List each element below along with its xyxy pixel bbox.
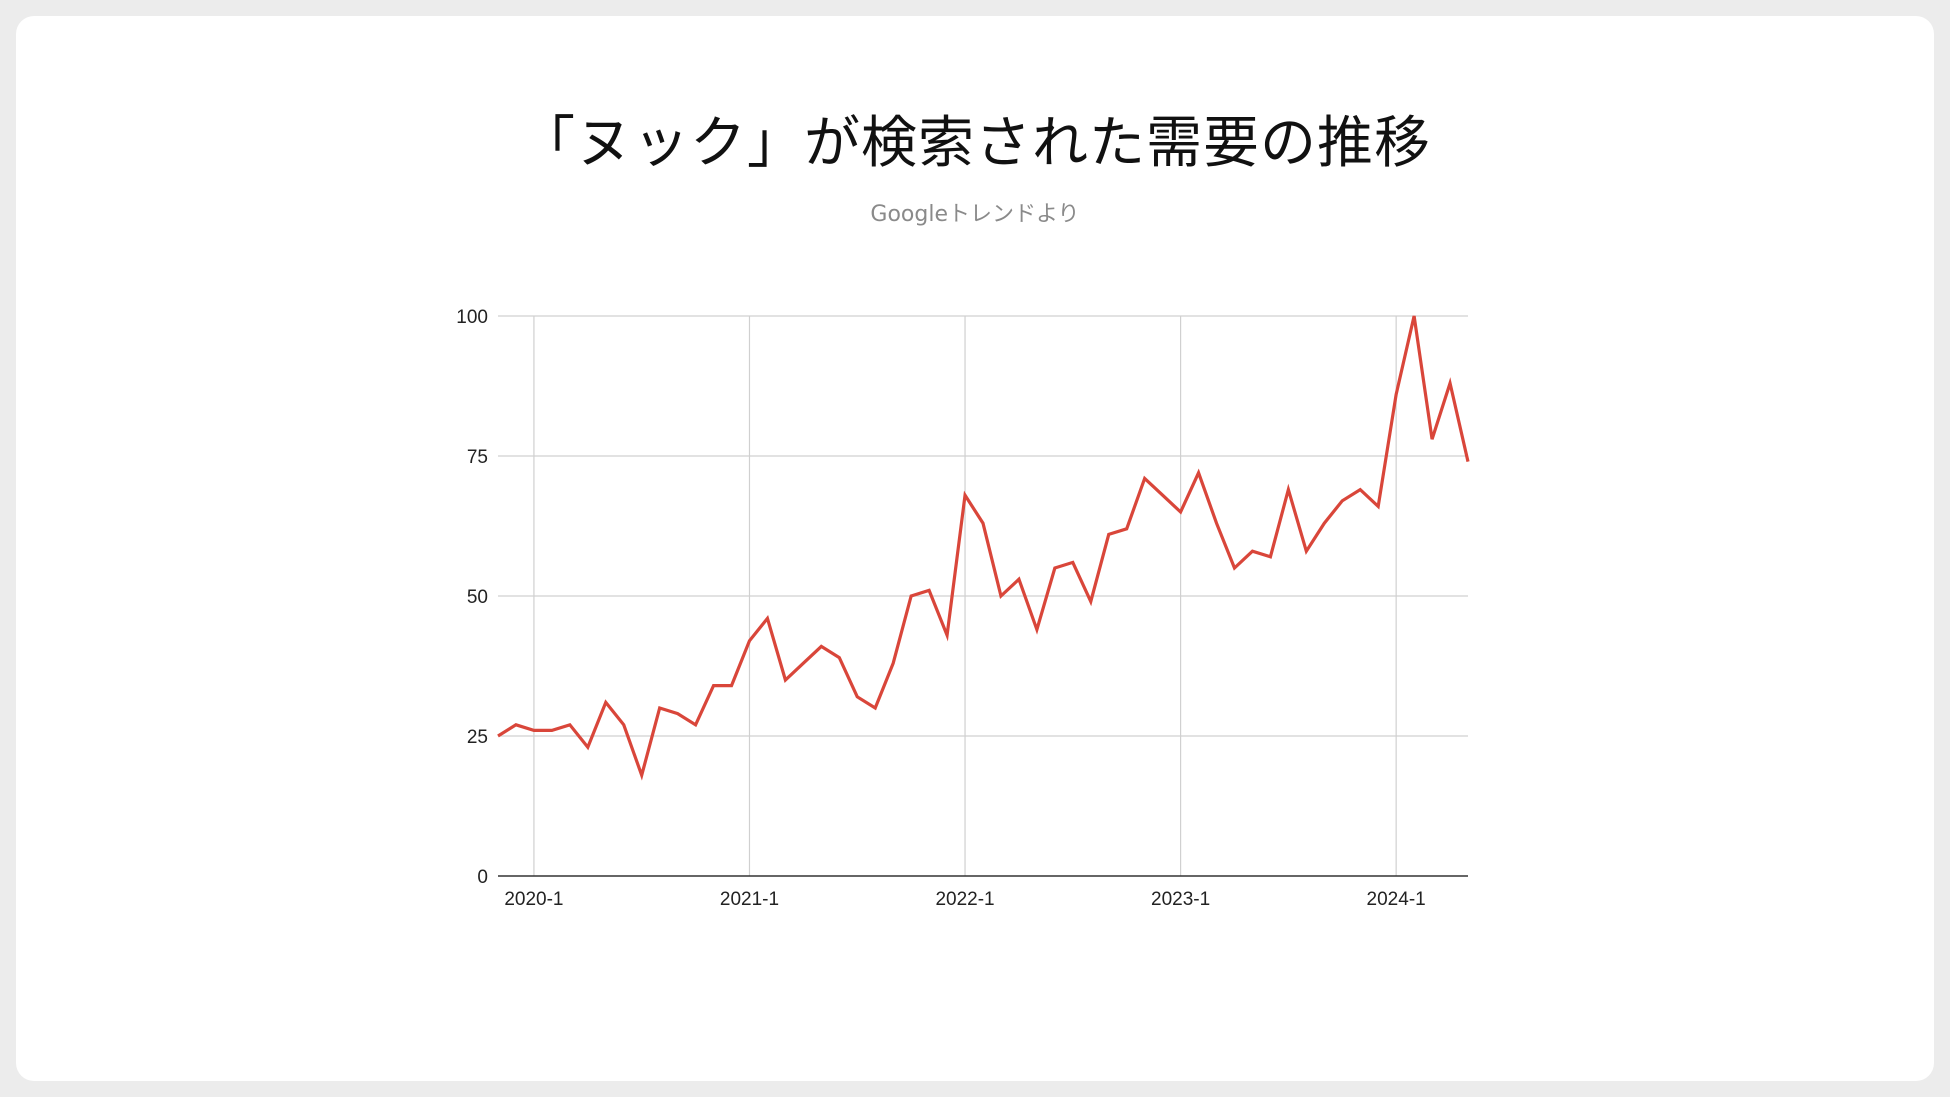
- chart-card: [16, 16, 1934, 1081]
- data-point-2022-3: [999, 594, 1003, 598]
- data-point-2022-12: [1161, 493, 1165, 497]
- data-point-2023-8: [1304, 549, 1308, 553]
- data-point-2021-7: [855, 695, 859, 699]
- data-point-2021-11: [927, 588, 931, 592]
- data-point-2022-2: [981, 521, 985, 525]
- y-axis-labels: 0 25 50 75 100: [456, 307, 488, 888]
- data-point-2024-3: [1430, 437, 1434, 441]
- y-tick-label-100: 100: [456, 307, 488, 328]
- data-point-2023-2: [1197, 471, 1201, 475]
- data-point-2020-2: [550, 728, 554, 732]
- data-point-2021-4: [801, 661, 805, 665]
- data-point-2023-1: [1179, 510, 1183, 514]
- data-point-2021-2: [765, 616, 769, 620]
- chart-title: 「ヌック」が検索された需要の推移: [519, 111, 1431, 176]
- data-point-2023-7: [1286, 488, 1290, 492]
- data-point-2023-10: [1340, 499, 1344, 503]
- data-point-2023-6: [1268, 555, 1272, 559]
- data-point-2021-5: [819, 644, 823, 648]
- data-point-2022-8: [1089, 600, 1093, 604]
- data-point-2022-11: [1143, 476, 1147, 480]
- data-point-2020-11: [712, 684, 716, 688]
- chart-subtitle: Googleトレンドより: [870, 202, 1080, 227]
- x-tick-label-2022-1: 2022-1: [935, 889, 994, 910]
- data-point-2020-7: [640, 773, 644, 777]
- data-point-2024-1: [1394, 392, 1398, 396]
- data-point-2021-9: [891, 661, 895, 665]
- data-point-2021-8: [873, 706, 877, 710]
- data-point-2023-4: [1232, 566, 1236, 570]
- horizontal-gridlines: [498, 315, 1468, 877]
- data-point-2022-10: [1125, 527, 1129, 531]
- data-point-2019-11: [496, 734, 500, 738]
- data-point-2023-5: [1250, 549, 1254, 553]
- data-point-2024-4: [1448, 381, 1452, 385]
- x-axis-labels: 2020-1 2021-1 2022-1 2023-1 2024-1: [504, 889, 1425, 910]
- data-point-2023-9: [1322, 521, 1326, 525]
- series-line: [497, 315, 1470, 781]
- data-point-2022-6: [1053, 566, 1057, 570]
- x-tick-label-2021-1: 2021-1: [720, 889, 779, 910]
- data-point-2020-3: [568, 723, 572, 727]
- y-tick-label-75: 75: [467, 447, 488, 468]
- data-point-2021-1: [747, 639, 751, 643]
- data-point-2021-6: [837, 656, 841, 660]
- data-point-2021-3: [783, 678, 787, 682]
- series-group: [496, 314, 1470, 781]
- data-point-2019-12: [514, 723, 518, 727]
- data-point-2020-4: [586, 745, 590, 749]
- data-point-2022-5: [1035, 628, 1039, 632]
- x-tick-label-2023-1: 2023-1: [1151, 889, 1210, 910]
- y-tick-label-50: 50: [467, 587, 488, 608]
- y-tick-label-0: 0: [477, 867, 488, 888]
- data-point-2023-11: [1358, 488, 1362, 492]
- data-point-2020-1: [532, 728, 536, 732]
- data-point-2023-3: [1215, 521, 1219, 525]
- data-point-2020-12: [730, 684, 734, 688]
- data-point-2020-9: [676, 712, 680, 716]
- data-point-2024-2: [1412, 314, 1416, 318]
- data-point-2022-1: [963, 493, 967, 497]
- data-point-2022-9: [1107, 532, 1111, 536]
- data-point-2020-8: [658, 706, 662, 710]
- data-point-2021-10: [909, 594, 913, 598]
- data-point-2020-10: [694, 723, 698, 727]
- data-point-2022-7: [1071, 560, 1075, 564]
- x-tick-label-2020-1: 2020-1: [504, 889, 563, 910]
- x-tick-label-2024-1: 2024-1: [1367, 889, 1426, 910]
- data-point-2020-5: [604, 700, 608, 704]
- data-point-2020-6: [622, 723, 626, 727]
- data-point-2022-4: [1017, 577, 1021, 581]
- data-point-2024-5: [1466, 460, 1470, 464]
- y-tick-label-25: 25: [467, 727, 488, 748]
- data-point-2021-12: [945, 633, 949, 637]
- data-point-2023-12: [1376, 504, 1380, 508]
